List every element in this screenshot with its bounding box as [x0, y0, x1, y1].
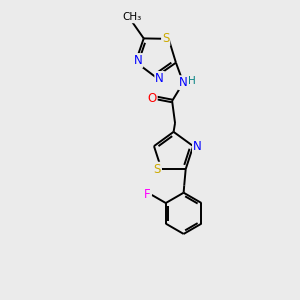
Text: CH₃: CH₃	[122, 12, 142, 22]
Text: S: S	[154, 163, 161, 176]
Text: N: N	[155, 72, 164, 85]
Text: N: N	[193, 140, 202, 153]
Text: H: H	[188, 76, 196, 86]
Text: N: N	[179, 76, 188, 89]
Text: F: F	[144, 188, 151, 201]
Text: S: S	[162, 32, 169, 45]
Text: O: O	[148, 92, 157, 104]
Text: N: N	[134, 54, 142, 67]
